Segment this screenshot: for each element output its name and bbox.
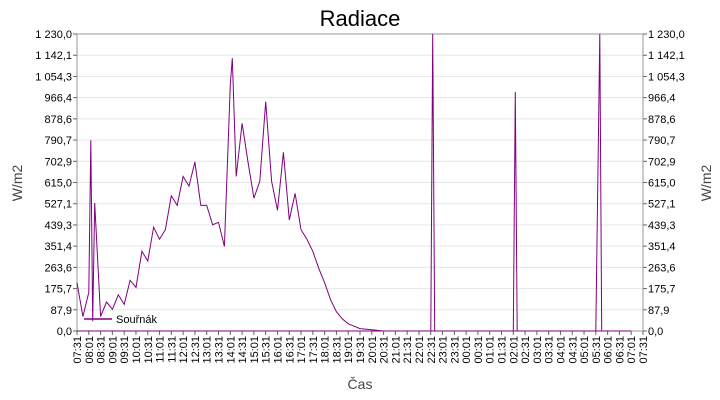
y-tick-label-right: 263,6 [648, 262, 676, 274]
x-tick-label: 20:01 [367, 336, 379, 364]
y-tick-label-right: 87,9 [648, 305, 669, 317]
y-tick-label-right: 1 054,3 [648, 71, 685, 83]
x-tick-label: 14:01 [225, 336, 237, 364]
y-tick-label-left: 1 054,3 [35, 71, 72, 83]
x-tick-label: 22:31 [426, 336, 438, 364]
y-tick-label-right: 615,0 [648, 178, 676, 190]
y-tick-label-right: 0,0 [648, 326, 663, 338]
y-tick-label-left: 175,7 [44, 284, 72, 296]
x-axis-ticks: 07:31 08:01 08:31 09:01 09:31 10:01 10:31 11:01… [72, 331, 650, 364]
x-tick-label: 09:01 [107, 336, 119, 364]
x-tick-label: 08:01 [84, 336, 96, 364]
x-tick-label: 01:31 [497, 336, 509, 364]
x-tick-label: 18:31 [331, 336, 343, 364]
y-tick-label-left: 790,7 [44, 135, 72, 147]
x-tick-label: 12:01 [178, 336, 190, 364]
series-layer [76, 33, 632, 332]
x-tick-label: 13:01 [202, 336, 214, 364]
y-axis-ticks: 0,0 0,0 87,9 87,9 175,7 175,7 263,6 263,6 351,4 3… [35, 29, 684, 338]
x-tick-label: 02:31 [520, 336, 532, 364]
x-tick-label: 10:31 [143, 336, 155, 364]
x-tick-label: 01:01 [485, 336, 497, 364]
x-tick-label: 02:01 [508, 336, 520, 364]
x-tick-label: 18:01 [320, 336, 332, 364]
x-tick-label: 19:01 [343, 336, 355, 364]
x-tick-label: 07:31 [638, 336, 650, 364]
gridlines [77, 54, 643, 311]
y-tick-label-right: 790,7 [648, 135, 676, 147]
y-tick-label-right: 351,4 [648, 241, 676, 253]
y-tick-label-left: 1 230,0 [35, 29, 72, 41]
x-tick-label: 06:31 [614, 336, 626, 364]
x-tick-label: 14:31 [237, 336, 249, 364]
x-tick-label: 10:01 [131, 336, 143, 364]
x-tick-label: 20:31 [379, 336, 391, 364]
x-tick-label: 04:01 [555, 336, 567, 364]
x-tick-label: 15:31 [261, 336, 273, 364]
x-tick-label: 03:01 [532, 336, 544, 364]
x-tick-label: 07:01 [626, 336, 638, 364]
y-tick-label-right: 439,3 [648, 220, 676, 232]
x-tick-label: 17:01 [296, 336, 308, 364]
x-tick-label: 11:31 [166, 336, 178, 363]
x-tick-label: 12:31 [190, 336, 202, 364]
y-tick-label-left: 702,9 [44, 156, 72, 168]
x-tick-label: 22:01 [414, 336, 426, 364]
x-tick-label: 04:31 [567, 336, 579, 364]
y-tick-label-left: 87,9 [51, 305, 72, 317]
y-tick-label-right: 702,9 [648, 156, 676, 168]
y-tick-label-right: 527,1 [648, 199, 676, 211]
x-tick-label: 23:01 [438, 336, 450, 364]
y-tick-label-left: 966,4 [44, 93, 72, 105]
y-tick-label-left: 0,0 [57, 326, 72, 338]
y-tick-label-left: 439,3 [44, 220, 72, 232]
x-tick-label: 03:31 [544, 336, 556, 364]
x-tick-label: 00:01 [461, 336, 473, 364]
y-axis-label-left: W/m2 [9, 165, 25, 202]
y-tick-label-right: 966,4 [648, 93, 676, 105]
x-tick-label: 11:01 [155, 336, 167, 363]
legend-label-soumak: Souřnák [116, 314, 157, 326]
y-tick-label-left: 263,6 [44, 262, 72, 274]
y-axis-label-right: W/m2 [698, 165, 714, 202]
x-tick-label: 08:31 [96, 336, 108, 364]
y-tick-label-right: 1 142,1 [648, 50, 685, 62]
x-tick-label: 15:01 [249, 336, 261, 364]
x-tick-label: 00:31 [473, 336, 485, 364]
y-tick-label-left: 878,6 [44, 114, 72, 126]
x-tick-label: 19:31 [355, 336, 367, 364]
x-tick-label: 21:31 [402, 336, 414, 364]
x-tick-label: 06:01 [603, 336, 615, 364]
y-tick-label-right: 1 230,0 [648, 29, 685, 41]
x-tick-label: 23:31 [449, 336, 461, 364]
x-tick-label: 16:31 [284, 336, 296, 364]
x-tick-label: 17:31 [308, 336, 320, 364]
x-tick-label: 16:01 [272, 336, 284, 364]
x-axis-label: Čas [348, 376, 373, 392]
x-tick-label: 05:01 [579, 336, 591, 364]
y-tick-label-right: 878,6 [648, 114, 676, 126]
y-tick-label-left: 1 142,1 [35, 50, 72, 62]
y-tick-label-left: 351,4 [44, 241, 72, 253]
chart-title: Radiace [320, 6, 401, 31]
y-tick-label-left: 527,1 [44, 199, 72, 211]
x-tick-label: 07:31 [72, 336, 84, 364]
x-tick-label: 21:01 [390, 336, 402, 364]
y-tick-label-left: 615,0 [44, 178, 72, 190]
y-tick-label-right: 175,7 [648, 284, 676, 296]
legend: Souřnák [84, 314, 157, 326]
series-line-soumak [76, 33, 632, 332]
x-tick-label: 13:31 [214, 336, 226, 364]
x-tick-label: 05:31 [591, 336, 603, 364]
x-tick-label: 09:31 [119, 336, 131, 364]
